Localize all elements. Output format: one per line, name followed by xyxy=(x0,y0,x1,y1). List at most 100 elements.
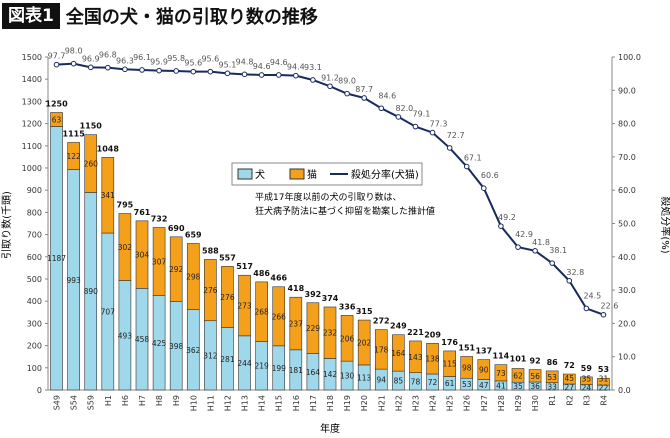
cat-value-label: 31 xyxy=(599,375,609,384)
y-tick-label: 700 xyxy=(27,231,42,240)
total-value-label: 101 xyxy=(510,355,527,364)
chart-title: 全国の犬・猫の引取り数の推移 xyxy=(65,7,318,28)
rate-value-label: 95.8 xyxy=(167,54,185,63)
dog-value-label: 72 xyxy=(428,378,438,387)
total-value-label: 690 xyxy=(168,224,185,233)
dog-value-label: 94 xyxy=(376,376,386,385)
bar-cat xyxy=(562,373,576,385)
rate-value-label: 94.4 xyxy=(287,63,305,72)
bar-cat xyxy=(511,368,525,383)
total-value-label: 92 xyxy=(530,357,541,366)
rate-point xyxy=(463,163,470,170)
total-value-label: 588 xyxy=(202,246,219,255)
dog-value-label: 33 xyxy=(547,382,557,391)
rate-value-label: 94.6 xyxy=(270,58,288,67)
x-tick-label: H28 xyxy=(497,395,506,411)
rate-point xyxy=(395,114,402,120)
rate-point xyxy=(70,60,77,67)
rate-value-label: 95.9 xyxy=(150,58,168,67)
cat-value-label: 232 xyxy=(323,329,338,338)
rate-point xyxy=(515,244,521,250)
total-value-label: 466 xyxy=(270,274,287,283)
dog-value-label: 425 xyxy=(152,339,167,348)
y2-tick-label: 40.0 xyxy=(618,253,636,262)
x-tick-label: R3 xyxy=(582,395,591,406)
x-tick-label: H13 xyxy=(241,395,250,411)
rate-point xyxy=(532,248,538,254)
x-tick-label: H30 xyxy=(531,395,540,411)
cat-value-label: 45 xyxy=(564,374,574,383)
x-tick-label: H18 xyxy=(326,395,335,411)
title-bar: 図表1 全国の犬・猫の引取り数の推移 xyxy=(2,2,318,30)
y-tick-label: 1400 xyxy=(22,75,42,84)
dog-value-label: 219 xyxy=(254,362,269,371)
rate-point xyxy=(310,77,316,83)
y-tick-label: 1000 xyxy=(22,164,42,173)
bar-cat xyxy=(306,302,320,354)
rate-value-label: 87.7 xyxy=(355,85,373,94)
rate-value-label: 96.3 xyxy=(116,56,134,65)
bar-cat xyxy=(443,350,456,377)
rate-value-label: 96.9 xyxy=(82,54,100,63)
x-tick-label: H24 xyxy=(429,395,438,411)
y-tick-label: 1100 xyxy=(22,142,42,151)
rate-point xyxy=(122,66,128,73)
bar-cat xyxy=(135,220,149,289)
cat-value-label: 237 xyxy=(289,320,304,329)
rate-value-label: 72.7 xyxy=(447,131,465,140)
dog-value-label: 493 xyxy=(118,331,133,340)
total-value-label: 114 xyxy=(493,352,510,361)
x-tick-label: H11 xyxy=(206,395,215,411)
x-tick-label: H22 xyxy=(394,395,403,411)
rate-point xyxy=(87,64,94,71)
rate-point xyxy=(156,67,162,74)
x-tick-label: H1 xyxy=(104,395,113,406)
y2-tick-label: 80.0 xyxy=(618,120,636,129)
total-value-label: 557 xyxy=(219,253,236,262)
total-value-label: 315 xyxy=(356,307,373,316)
y2-tick-label: 60.0 xyxy=(618,186,636,195)
y2-tick-label: 20.0 xyxy=(618,319,636,328)
cat-value-label: 138 xyxy=(425,355,440,364)
cat-value-label: 276 xyxy=(203,286,218,295)
x-tick-label: R1 xyxy=(548,395,557,406)
total-value-label: 392 xyxy=(305,290,322,299)
cat-value-label: 276 xyxy=(220,293,235,302)
total-value-label: 137 xyxy=(475,347,492,356)
cat-value-label: 164 xyxy=(391,349,406,358)
rate-value-label: 41.8 xyxy=(532,238,550,247)
bar-cat xyxy=(545,370,559,383)
dog-value-label: 890 xyxy=(84,287,99,296)
cat-value-label: 229 xyxy=(306,324,321,333)
rate-point xyxy=(275,72,282,78)
x-tick-label: H12 xyxy=(223,395,232,411)
y2-tick-label: 30.0 xyxy=(618,286,636,295)
dog-value-label: 164 xyxy=(306,368,321,377)
rate-value-label: 95.1 xyxy=(219,60,237,69)
total-value-label: 374 xyxy=(322,294,339,303)
dog-value-label: 61 xyxy=(445,379,455,388)
dog-value-label: 281 xyxy=(220,355,235,364)
bar-cat xyxy=(84,134,98,193)
cat-value-label: 63 xyxy=(52,115,62,124)
dog-value-label: 1187 xyxy=(47,254,66,263)
bar-cat xyxy=(580,376,593,385)
rate-value-label: 95.6 xyxy=(184,59,202,68)
cat-value-label: 143 xyxy=(408,353,423,362)
bar-cat xyxy=(357,319,371,366)
y-tick-label: 800 xyxy=(27,208,42,217)
rate-value-label: 93.1 xyxy=(304,63,322,72)
rate-value-label: 91.2 xyxy=(321,73,339,82)
bar-cat xyxy=(67,142,80,170)
legend-label-cat: 猫 xyxy=(307,168,317,181)
bar-cat xyxy=(272,286,286,347)
rate-value-label: 67.1 xyxy=(464,154,482,163)
bar-cat xyxy=(477,359,491,380)
y-tick-label: 1500 xyxy=(22,53,42,62)
rate-value-label: 49.2 xyxy=(498,213,516,222)
total-value-label: 761 xyxy=(134,208,151,217)
cat-value-label: 53 xyxy=(547,373,557,382)
bar-cat xyxy=(118,213,132,281)
